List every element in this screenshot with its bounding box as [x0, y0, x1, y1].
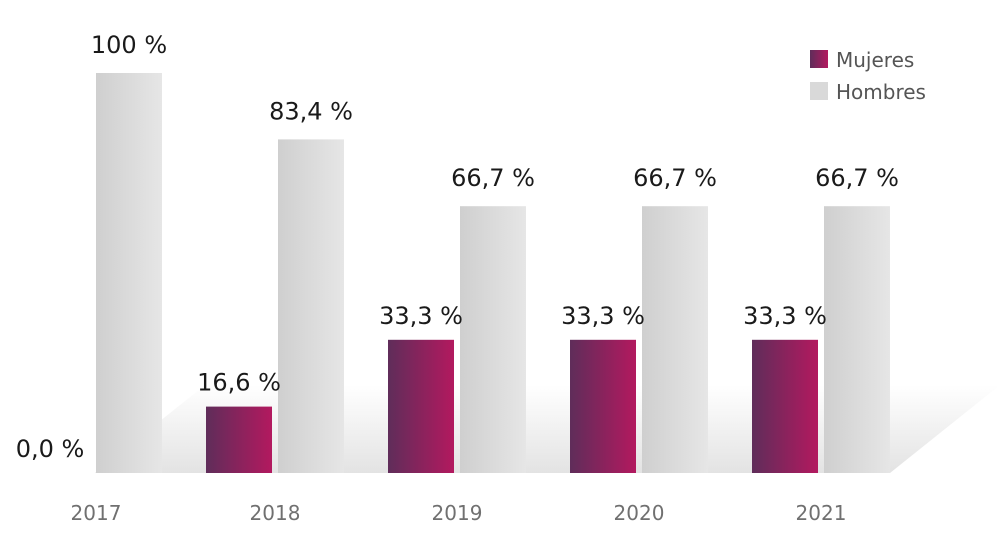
x-tick-2018: 2018 [250, 501, 301, 525]
value-label-hombres-2018: 83,4 % [269, 97, 353, 125]
bar-mujeres-2021 [752, 340, 818, 473]
legend-label-hombres: Hombres [836, 80, 926, 104]
value-label-hombres-2020: 66,7 % [633, 164, 717, 192]
bar-hombres-2020 [642, 206, 708, 473]
x-tick-2020: 2020 [614, 501, 665, 525]
bar-mujeres-2019 [388, 340, 454, 473]
bar-hombres-2019 [460, 206, 526, 473]
bar-mujeres-2018 [206, 407, 272, 473]
value-label-hombres-2021: 66,7 % [815, 164, 899, 192]
value-label-mujeres-2019: 33,3 % [379, 302, 463, 330]
x-tick-2021: 2021 [796, 501, 847, 525]
bar-hombres-2021 [824, 206, 890, 473]
value-label-mujeres-2018: 16,6 % [197, 369, 281, 397]
bar-hombres-2018 [278, 139, 344, 473]
legend-swatch-hombres [810, 82, 828, 100]
x-tick-2017: 2017 [71, 501, 122, 525]
bar-mujeres-2020 [570, 340, 636, 473]
legend-swatch-mujeres [810, 50, 828, 68]
value-label-mujeres-2017: 0,0 % [16, 435, 85, 463]
x-tick-2019: 2019 [432, 501, 483, 525]
legend: Mujeres Hombres [810, 48, 926, 104]
x-axis-ticks: 2017 2018 2019 2020 2021 [71, 501, 847, 525]
bar-hombres-2017 [96, 73, 162, 473]
value-label-hombres-2017: 100 % [91, 31, 167, 59]
bars-group [96, 73, 890, 473]
value-label-mujeres-2020: 33,3 % [561, 302, 645, 330]
bar-chart: 0,0 % 100 % 16,6 % 83,4 % 33,3 % 66,7 % 33,3 %… [0, 0, 1000, 547]
value-label-hombres-2019: 66,7 % [451, 164, 535, 192]
value-label-mujeres-2021: 33,3 % [743, 302, 827, 330]
legend-label-mujeres: Mujeres [836, 48, 914, 72]
